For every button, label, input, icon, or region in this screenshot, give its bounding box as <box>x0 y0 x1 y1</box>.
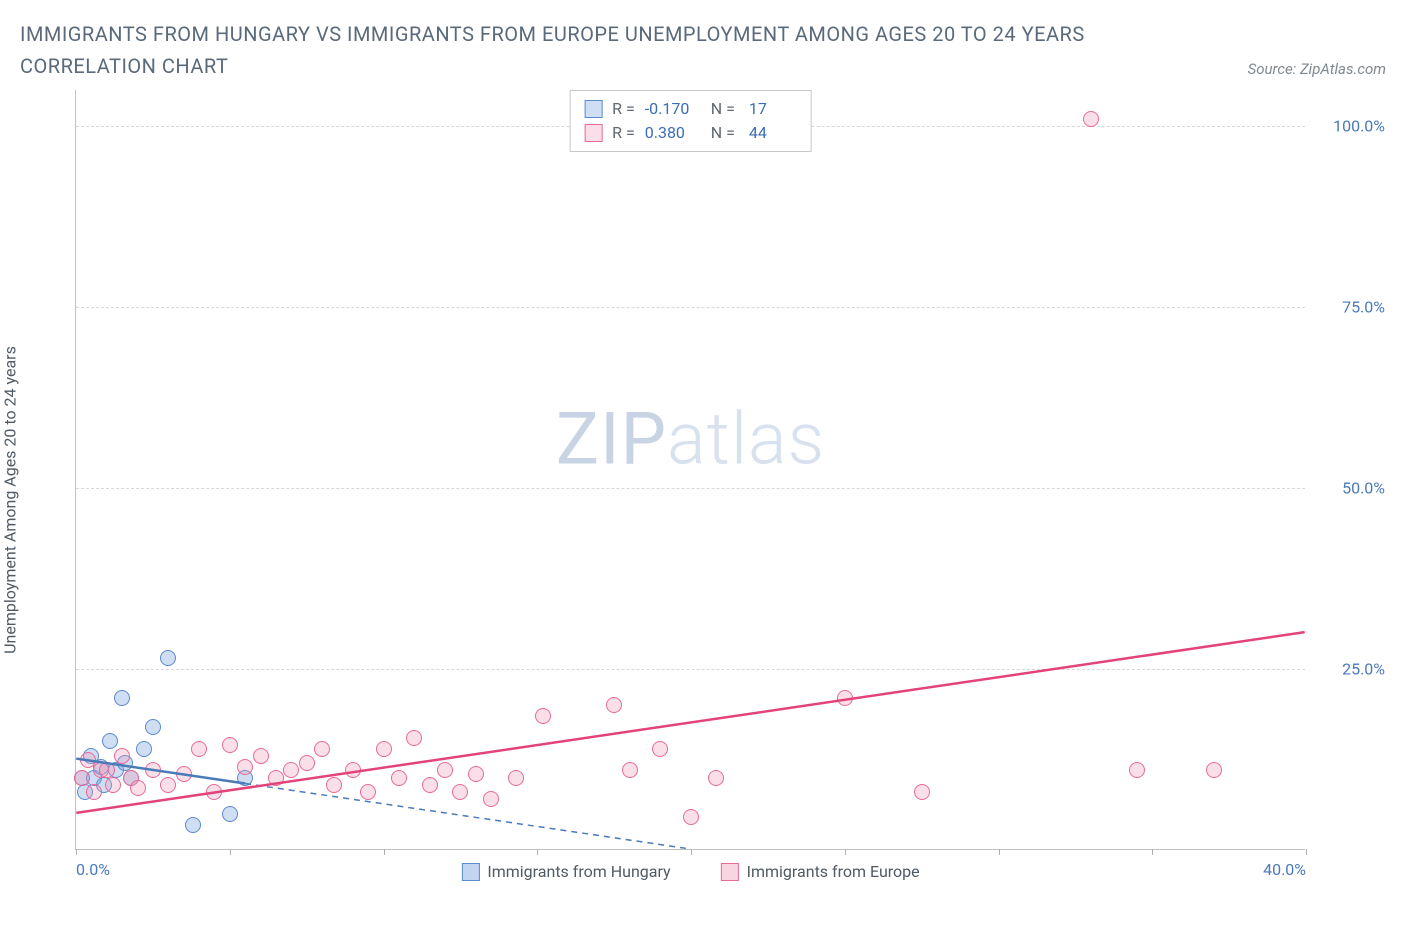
x-tick <box>999 849 1000 855</box>
x-tick <box>76 849 77 855</box>
stat-value-n: 17 <box>745 97 797 121</box>
legend-swatch <box>461 863 479 881</box>
series-legend-label: Immigrants from Europe <box>747 862 920 881</box>
x-tick-label: 40.0% <box>1263 860 1306 879</box>
y-tick-label: 100.0% <box>1315 117 1385 136</box>
legend-swatch <box>584 100 602 118</box>
stat-label-n: N = <box>707 121 735 145</box>
stat-label-r: R = <box>612 121 635 145</box>
x-tick <box>1152 849 1153 855</box>
correlation-chart: Unemployment Among Ages 20 to 24 years Z… <box>20 90 1386 910</box>
series-legend: Immigrants from Hungary Immigrants from E… <box>461 862 919 881</box>
legend-swatch <box>584 124 602 142</box>
x-tick-label: 0.0% <box>76 860 110 879</box>
legend-swatch <box>721 863 739 881</box>
stat-label-n: N = <box>707 97 735 121</box>
source-attribution: Source: ZipAtlas.com <box>1248 60 1386 78</box>
y-tick-label: 50.0% <box>1315 479 1385 498</box>
y-tick-label: 75.0% <box>1315 298 1385 317</box>
stat-value-r: -0.170 <box>645 97 697 121</box>
y-tick-label: 25.0% <box>1315 660 1385 679</box>
x-tick <box>230 849 231 855</box>
y-axis-label: Unemployment Among Ages 20 to 24 years <box>1 346 20 654</box>
stats-legend-row: R = 0.380 N = 44 <box>584 121 797 145</box>
stats-legend: R = -0.170 N = 17 R = 0.380 N = 44 <box>569 90 812 152</box>
trend-lines <box>76 90 1305 849</box>
stat-value-n: 44 <box>745 121 797 145</box>
stat-label-r: R = <box>612 97 635 121</box>
x-tick <box>845 849 846 855</box>
series-legend-label: Immigrants from Hungary <box>487 862 670 881</box>
trend-line-dashed <box>245 783 690 849</box>
x-tick <box>691 849 692 855</box>
x-tick <box>1306 849 1307 855</box>
source-link[interactable]: ZipAtlas.com <box>1300 60 1386 78</box>
series-legend-item: Immigrants from Hungary <box>461 862 670 881</box>
series-legend-item: Immigrants from Europe <box>721 862 920 881</box>
stat-value-r: 0.380 <box>645 121 697 145</box>
trend-line <box>76 759 245 784</box>
page-title: IMMIGRANTS FROM HUNGARY VS IMMIGRANTS FR… <box>20 18 1120 82</box>
x-tick <box>537 849 538 855</box>
plot-area: ZIPatlas R =-0.170 N = 17R =0.380 N = 44… <box>75 90 1305 850</box>
x-tick <box>384 849 385 855</box>
trend-line <box>76 632 1304 813</box>
stats-legend-row: R = -0.170 N = 17 <box>584 97 797 121</box>
